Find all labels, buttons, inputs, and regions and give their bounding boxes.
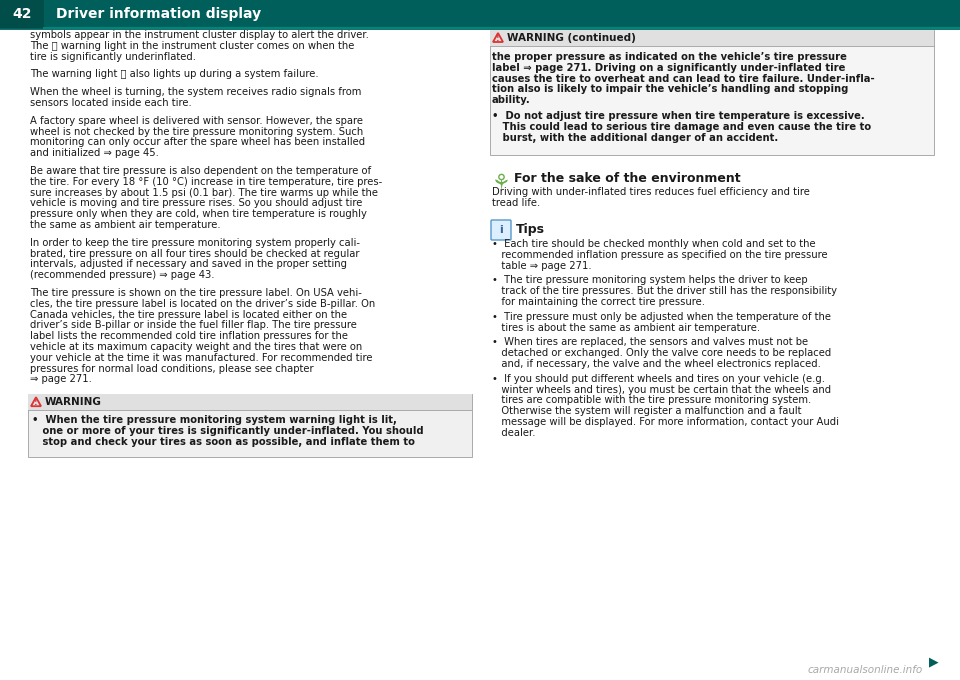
Text: •  When the tire pressure monitoring system warning light is lit,: • When the tire pressure monitoring syst… xyxy=(32,415,396,425)
Text: ability.: ability. xyxy=(492,95,531,105)
Text: track of the tire pressures. But the driver still has the responsibility: track of the tire pressures. But the dri… xyxy=(492,286,837,296)
Text: and initialized ⇒ page 45.: and initialized ⇒ page 45. xyxy=(30,148,158,158)
Text: label ⇒ page 271. Driving on a significantly under-inflated tire: label ⇒ page 271. Driving on a significa… xyxy=(492,63,846,73)
Text: WARNING: WARNING xyxy=(45,397,102,407)
Text: (recommended pressure) ⇒ page 43.: (recommended pressure) ⇒ page 43. xyxy=(30,270,214,280)
FancyBboxPatch shape xyxy=(491,220,511,240)
FancyBboxPatch shape xyxy=(0,0,960,28)
Text: the same as ambient air temperature.: the same as ambient air temperature. xyxy=(30,220,221,230)
Text: Be aware that tire pressure is also dependent on the temperature of: Be aware that tire pressure is also depe… xyxy=(30,166,372,176)
Text: the proper pressure as indicated on the vehicle’s tire pressure: the proper pressure as indicated on the … xyxy=(492,52,847,62)
Text: cles, the tire pressure label is located on the driver’s side B-pillar. On: cles, the tire pressure label is located… xyxy=(30,299,375,309)
Text: brated, tire pressure on all four tires should be checked at regular: brated, tire pressure on all four tires … xyxy=(30,249,359,258)
Text: tires is about the same as ambient air temperature.: tires is about the same as ambient air t… xyxy=(492,322,760,333)
Text: wheel is not checked by the tire pressure monitoring system. Such: wheel is not checked by the tire pressur… xyxy=(30,126,363,137)
Text: sensors located inside each tire.: sensors located inside each tire. xyxy=(30,98,192,108)
Text: dealer.: dealer. xyxy=(492,428,536,438)
Text: winter wheels and tires), you must be certain that the wheels and: winter wheels and tires), you must be ce… xyxy=(492,385,831,394)
Text: sure increases by about 1.5 psi (0.1 bar). The tire warms up while the: sure increases by about 1.5 psi (0.1 bar… xyxy=(30,188,378,198)
Text: For the sake of the environment: For the sake of the environment xyxy=(514,173,740,186)
Text: •  Tire pressure must only be adjusted when the temperature of the: • Tire pressure must only be adjusted wh… xyxy=(492,312,831,322)
Text: your vehicle at the time it was manufactured. For recommended tire: your vehicle at the time it was manufact… xyxy=(30,353,372,363)
FancyBboxPatch shape xyxy=(490,30,934,46)
Text: •  Each tire should be checked monthly when cold and set to the: • Each tire should be checked monthly wh… xyxy=(492,239,816,249)
Text: Otherwise the system will register a malfunction and a fault: Otherwise the system will register a mal… xyxy=(492,406,802,416)
Text: the tire. For every 18 °F (10 °C) increase in tire temperature, tire pres-: the tire. For every 18 °F (10 °C) increa… xyxy=(30,177,382,187)
Text: ⇒ page 271.: ⇒ page 271. xyxy=(30,375,92,384)
Text: 42: 42 xyxy=(12,7,32,21)
Text: This could lead to serious tire damage and even cause the tire to: This could lead to serious tire damage a… xyxy=(492,122,871,132)
Text: ▶: ▶ xyxy=(929,656,939,668)
Text: Tips: Tips xyxy=(516,223,545,236)
Text: driver’s side B-pillar or inside the fuel filler flap. The tire pressure: driver’s side B-pillar or inside the fue… xyxy=(30,320,357,330)
Text: monitoring can only occur after the spare wheel has been installed: monitoring can only occur after the spar… xyxy=(30,137,365,148)
Text: •  When tires are replaced, the sensors and valves must not be: • When tires are replaced, the sensors a… xyxy=(492,337,808,347)
FancyBboxPatch shape xyxy=(0,0,44,28)
Text: tion also is likely to impair the vehicle’s handling and stopping: tion also is likely to impair the vehicl… xyxy=(492,84,849,95)
Text: burst, with the additional danger of an accident.: burst, with the additional danger of an … xyxy=(492,133,779,143)
FancyBboxPatch shape xyxy=(28,394,472,456)
Text: one or more of your tires is significantly under-inflated. You should: one or more of your tires is significant… xyxy=(32,426,423,436)
Text: and, if necessary, the valve and the wheel electronics replaced.: and, if necessary, the valve and the whe… xyxy=(492,359,821,369)
Text: pressure only when they are cold, when tire temperature is roughly: pressure only when they are cold, when t… xyxy=(30,209,367,219)
Text: •  If you should put different wheels and tires on your vehicle (e.g.: • If you should put different wheels and… xyxy=(492,374,825,384)
FancyBboxPatch shape xyxy=(28,394,472,410)
Text: !: ! xyxy=(35,398,37,407)
Text: When the wheel is turning, the system receives radio signals from: When the wheel is turning, the system re… xyxy=(30,87,361,97)
Text: intervals, adjusted if necessary and saved in the proper setting: intervals, adjusted if necessary and sav… xyxy=(30,259,347,269)
Text: The tire pressure is shown on the tire pressure label. On USA vehi-: The tire pressure is shown on the tire p… xyxy=(30,288,362,298)
Text: symbols appear in the instrument cluster display to alert the driver.: symbols appear in the instrument cluster… xyxy=(30,30,369,40)
Text: message will be displayed. For more information, contact your Audi: message will be displayed. For more info… xyxy=(492,417,839,427)
FancyBboxPatch shape xyxy=(490,30,934,156)
Text: The Ⓤ warning light in the instrument cluster comes on when the: The Ⓤ warning light in the instrument cl… xyxy=(30,41,354,51)
Text: pressures for normal load conditions, please see chapter: pressures for normal load conditions, pl… xyxy=(30,364,314,373)
Text: carmanualsonline.info: carmanualsonline.info xyxy=(807,665,923,675)
Text: tires are compatible with the tire pressure monitoring system.: tires are compatible with the tire press… xyxy=(492,395,811,405)
Text: vehicle at its maximum capacity weight and the tires that were on: vehicle at its maximum capacity weight a… xyxy=(30,342,362,352)
Text: for maintaining the correct tire pressure.: for maintaining the correct tire pressur… xyxy=(492,297,705,307)
Text: recommended inflation pressure as specified on the tire pressure: recommended inflation pressure as specif… xyxy=(492,250,828,260)
Text: label lists the recommended cold tire inflation pressures for the: label lists the recommended cold tire in… xyxy=(30,331,348,341)
Text: WARNING (continued): WARNING (continued) xyxy=(507,33,636,43)
Text: detached or exchanged. Only the valve core needs to be replaced: detached or exchanged. Only the valve co… xyxy=(492,348,831,358)
Text: causes the tire to overheat and can lead to tire failure. Under-infla-: causes the tire to overheat and can lead… xyxy=(492,73,875,84)
Text: vehicle is moving and tire pressure rises. So you should adjust tire: vehicle is moving and tire pressure rise… xyxy=(30,199,362,208)
Text: •  Do not adjust tire pressure when tire temperature is excessive.: • Do not adjust tire pressure when tire … xyxy=(492,111,865,121)
Text: In order to keep the tire pressure monitoring system properly cali-: In order to keep the tire pressure monit… xyxy=(30,238,360,248)
Text: Driver information display: Driver information display xyxy=(56,7,261,21)
Text: tread life.: tread life. xyxy=(492,198,540,208)
Text: The warning light Ⓤ also lights up during a system failure.: The warning light Ⓤ also lights up durin… xyxy=(30,69,319,80)
Text: table ⇒ page 271.: table ⇒ page 271. xyxy=(492,260,591,271)
Text: A factory spare wheel is delivered with sensor. However, the spare: A factory spare wheel is delivered with … xyxy=(30,116,363,126)
Text: stop and check your tires as soon as possible, and inflate them to: stop and check your tires as soon as pos… xyxy=(32,437,415,447)
Text: ⚘: ⚘ xyxy=(492,173,511,193)
Text: i: i xyxy=(499,225,503,235)
Text: !: ! xyxy=(496,34,500,43)
Text: Driving with under-inflated tires reduces fuel efficiency and tire: Driving with under-inflated tires reduce… xyxy=(492,188,810,197)
Text: Canada vehicles, the tire pressure label is located either on the: Canada vehicles, the tire pressure label… xyxy=(30,309,348,320)
Text: tire is significantly underinflated.: tire is significantly underinflated. xyxy=(30,52,196,62)
Text: •  The tire pressure monitoring system helps the driver to keep: • The tire pressure monitoring system he… xyxy=(492,275,807,286)
